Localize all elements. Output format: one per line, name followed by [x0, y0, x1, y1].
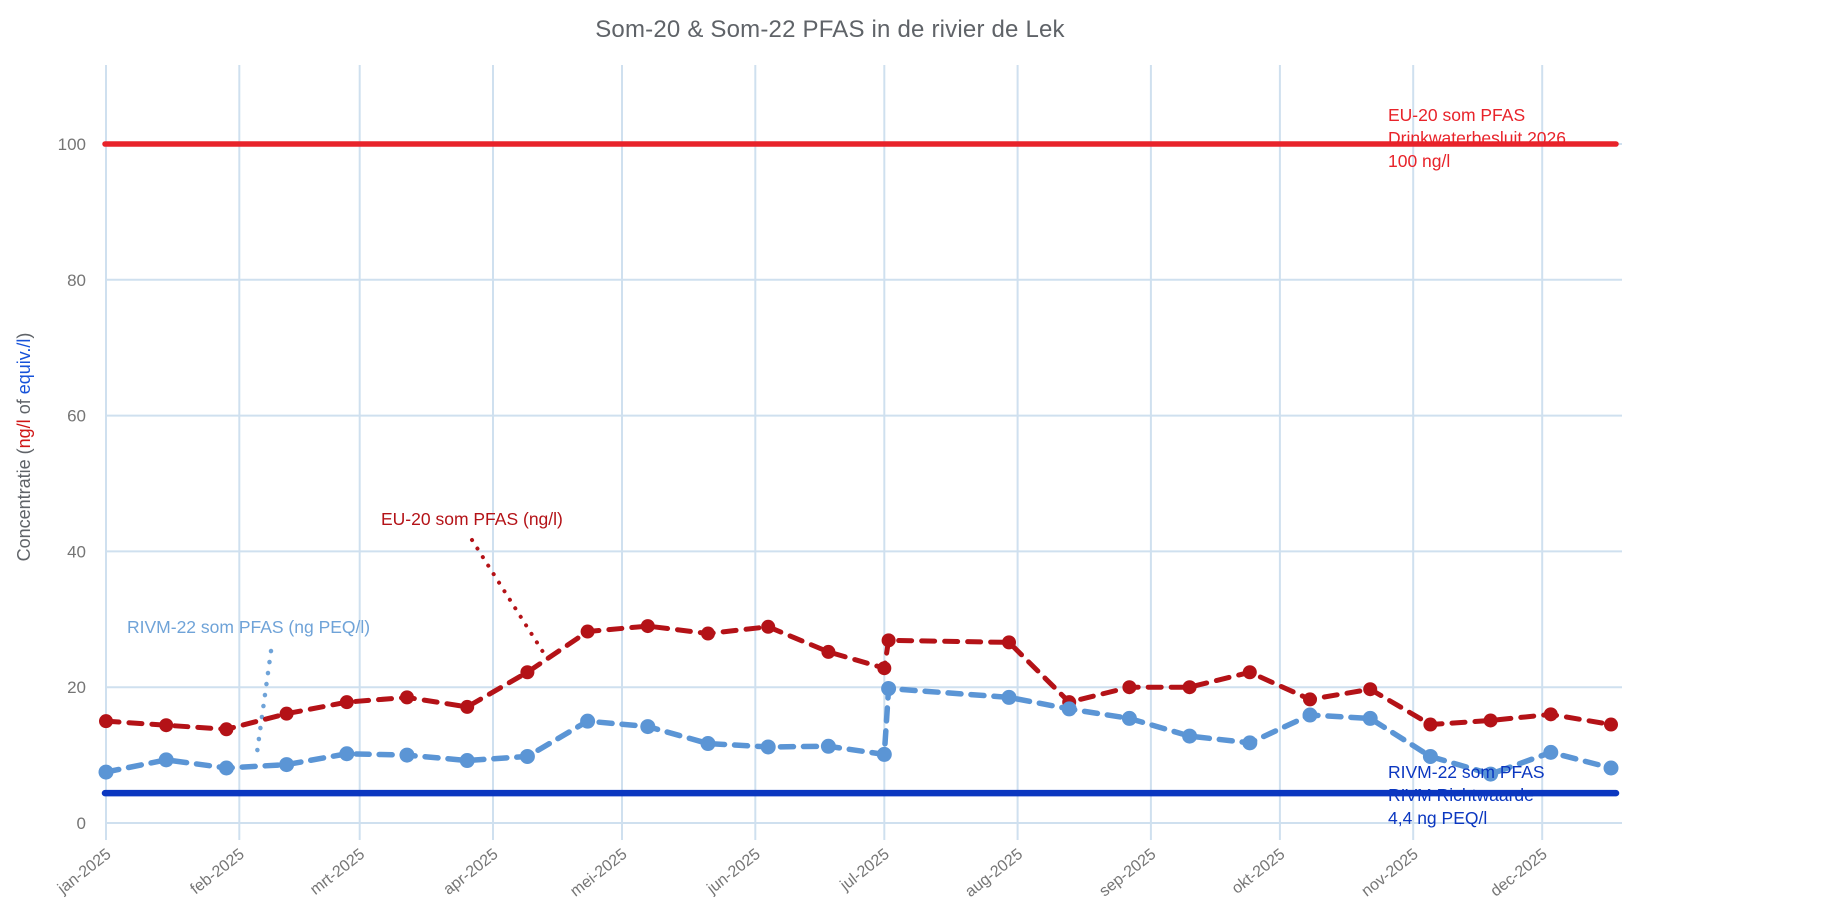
- data-point: [279, 757, 295, 773]
- x-tick-label-dec-2025: dec-2025: [1488, 846, 1551, 901]
- x-tick-label-aug-2025: aug-2025: [962, 846, 1026, 901]
- series-rivm22: [98, 681, 1619, 782]
- eu20-series-annotation: EU-20 som PFAS (ng/l): [381, 509, 563, 529]
- data-point: [760, 739, 776, 755]
- data-point: [1302, 707, 1318, 723]
- data-point: [98, 764, 114, 780]
- series-eu20: [99, 619, 1618, 737]
- data-point: [1362, 710, 1378, 726]
- x-tick-label-mei-2025: mei-2025: [567, 846, 630, 901]
- y-tick-label-100: 100: [58, 135, 86, 154]
- data-point: [1182, 680, 1197, 695]
- data-point: [640, 719, 656, 735]
- eu20-limit-line3: 100 ng/l: [1388, 151, 1451, 171]
- data-point: [520, 665, 535, 680]
- data-point: [1303, 692, 1317, 707]
- y-tick-label-80: 80: [67, 271, 86, 290]
- x-gridlines: jan-2025 feb-2025 mrt-2025 apr-2025 mei-2025…: [54, 65, 1551, 901]
- data-point: [1483, 766, 1499, 782]
- data-point: [218, 760, 234, 776]
- data-point: [1242, 735, 1258, 751]
- data-point: [700, 736, 716, 752]
- data-point: [400, 690, 414, 705]
- eu20-limit-annotation: EU-20 som PFAS Drinkwaterbesluit 2026 10…: [1388, 104, 1566, 173]
- rivm22-limit-line1: RIVM-22 som PFAS: [1388, 762, 1545, 782]
- rivm22-series-annotation: RIVM-22 som PFAS (ng PEQ/l): [127, 617, 371, 637]
- data-point: [876, 746, 892, 762]
- data-point: [1483, 713, 1498, 728]
- data-point: [1121, 710, 1137, 726]
- data-point: [519, 748, 535, 764]
- data-point: [1061, 701, 1077, 717]
- data-point: [339, 746, 355, 762]
- data-point: [1122, 680, 1137, 695]
- data-point: [399, 747, 415, 763]
- data-point: [881, 681, 897, 697]
- y-tick-label-60: 60: [67, 407, 86, 426]
- data-point: [159, 718, 174, 733]
- x-tick-label-apr-2025: apr-2025: [441, 846, 502, 899]
- y-tick-label-20: 20: [67, 678, 86, 697]
- x-tick-label-sep-2025: sep-2025: [1096, 846, 1159, 901]
- data-point: [1604, 717, 1618, 732]
- x-tick-label-jan-2025: jan-2025: [54, 846, 114, 898]
- data-point: [459, 753, 475, 769]
- series-line: [103, 623, 1614, 732]
- data-point: [820, 738, 836, 754]
- eu20-limit-line1: EU-20 som PFAS: [1388, 105, 1526, 125]
- data-point: [701, 626, 715, 641]
- data-point: [99, 714, 113, 729]
- data-point: [580, 713, 596, 729]
- x-tick-label-mrt-2025: mrt-2025: [307, 846, 368, 899]
- data-point: [821, 644, 836, 659]
- data-point: [339, 695, 354, 710]
- y-tick-label-0: 0: [77, 814, 86, 833]
- data-point: [881, 633, 896, 648]
- data-point: [1242, 665, 1257, 680]
- eu20-annotation-callout: [470, 538, 545, 654]
- data-point: [1543, 744, 1559, 760]
- x-tick-label-jul-2025: jul-2025: [837, 846, 893, 895]
- rivm22-limit-line2: RIVM Richtwaarde: [1388, 785, 1534, 805]
- data-point: [580, 624, 595, 639]
- x-tick-label-nov-2025: nov-2025: [1359, 846, 1422, 901]
- data-point: [761, 619, 776, 634]
- data-point: [219, 722, 234, 737]
- data-point: [1002, 635, 1016, 650]
- chart-title: Som-20 & Som-22 PFAS in de rivier de Lek: [595, 16, 1065, 43]
- rivm22-annotation-callout: [253, 648, 274, 763]
- rivm22-limit-annotation: RIVM-22 som PFAS RIVM Richtwaarde 4,4 ng…: [1388, 761, 1545, 830]
- data-point: [1422, 748, 1438, 764]
- x-tick-label-feb-2025: feb-2025: [188, 846, 248, 898]
- data-point: [877, 661, 892, 676]
- data-point: [1603, 760, 1619, 776]
- y-gridlines: 0 20 40 60 80 100: [58, 135, 1622, 833]
- y-axis-title: Concentratie (ng/l of equiv./l): [14, 333, 34, 562]
- data-point: [279, 706, 294, 721]
- rivm22-limit-line3: 4,4 ng PEQ/l: [1388, 808, 1488, 828]
- data-point: [1001, 689, 1017, 705]
- data-point: [640, 619, 655, 634]
- data-point: [1423, 717, 1438, 732]
- y-tick-label-40: 40: [67, 542, 86, 561]
- data-point: [1543, 707, 1558, 722]
- eu20-limit-line2: Drinkwaterbesluit 2026: [1388, 128, 1567, 148]
- data-point: [1363, 682, 1378, 697]
- x-tick-label-jun-2025: jun-2025: [703, 846, 763, 898]
- data-point: [158, 752, 174, 768]
- data-point: [1182, 728, 1198, 744]
- series-line: [103, 685, 1614, 778]
- data-point: [460, 699, 475, 714]
- x-tick-label-okt-2025: okt-2025: [1229, 846, 1289, 898]
